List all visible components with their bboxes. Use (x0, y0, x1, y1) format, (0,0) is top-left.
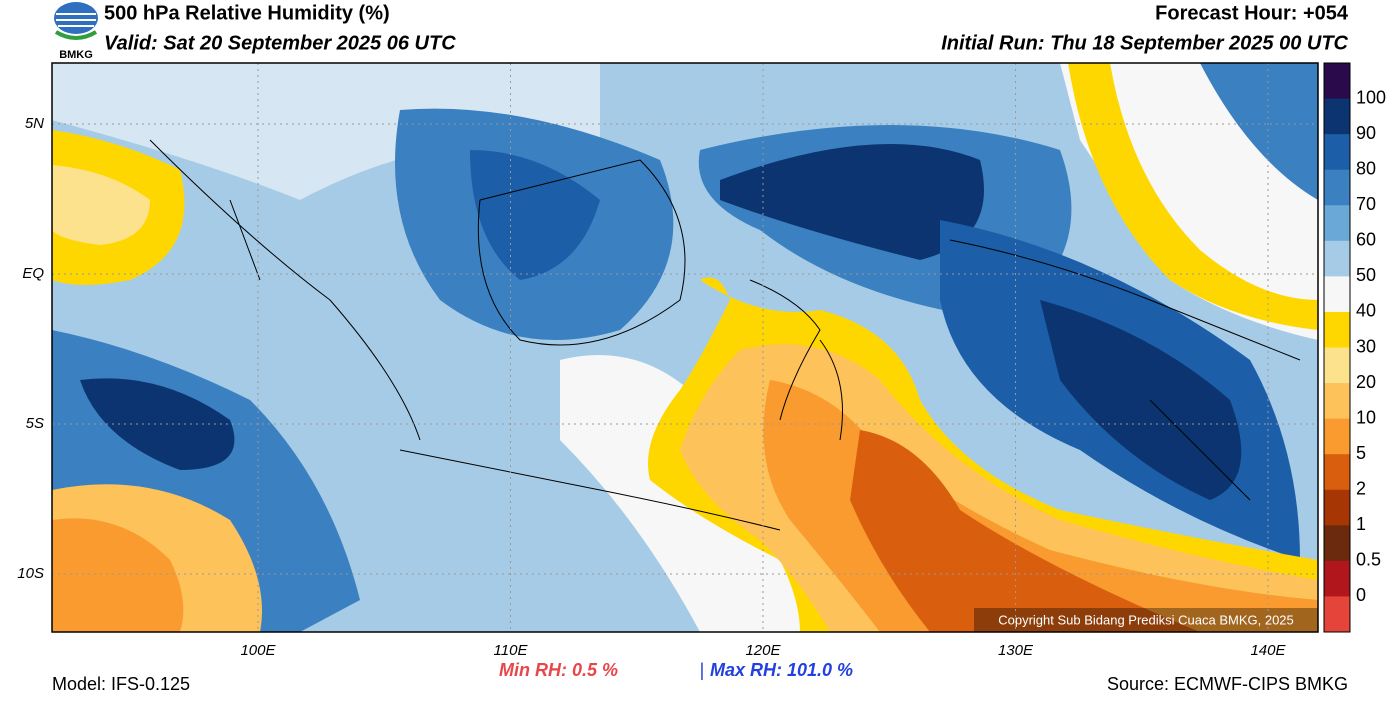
colorbar-swatch (1324, 134, 1350, 171)
colorbar-swatch (1324, 205, 1350, 242)
colorbar-swatch (1324, 98, 1350, 135)
colorbar-swatch (1324, 525, 1350, 562)
colorbar-swatch (1324, 454, 1350, 491)
lon-label: 140E (1250, 642, 1286, 659)
colorbar-label: 90 (1356, 123, 1376, 143)
copyright: Copyright Sub Bidang Prediksi Cuaca BMKG… (998, 612, 1294, 627)
colorbar-label: 5 (1356, 443, 1366, 463)
initial-run: Initial Run: Thu 18 September 2025 00 UT… (941, 32, 1348, 54)
map-frame (51, 62, 1319, 633)
colorbar-frame (1323, 62, 1351, 633)
forecast-hour: Forecast Hour: +054 (1155, 2, 1349, 24)
lat-label: EQ (22, 265, 44, 282)
colorbar-swatch (1324, 311, 1350, 348)
colorbar-label: 2 (1356, 479, 1366, 499)
lon-label: 100E (240, 642, 276, 659)
colorbar-label: 60 (1356, 230, 1376, 250)
graticule (52, 63, 1318, 632)
separator: | (700, 660, 705, 680)
valid-time: Valid: Sat 20 September 2025 06 UTC (104, 32, 456, 54)
model: Model: IFS-0.125 (52, 674, 190, 694)
colorbar-swatch (1324, 63, 1350, 100)
coastlines (149, 139, 1301, 531)
lat-label: 10S (17, 565, 44, 582)
colorbar-label: 50 (1356, 265, 1376, 285)
colorbar-swatch (1324, 596, 1350, 633)
colorbar-swatch (1324, 489, 1350, 526)
logo: BMKG (54, 2, 98, 61)
colorbar-label: 80 (1356, 158, 1376, 178)
colorbar-label: 20 (1356, 372, 1376, 392)
colorbar-swatch (1324, 418, 1350, 455)
colorbar: 100 90 80 70 60 50 40 30 20 10 5 2 1 0.5 0 (1323, 62, 1386, 633)
source: Source: ECMWF-CIPS BMKG (1107, 674, 1348, 694)
lon-label: 120E (745, 642, 781, 659)
colorbar-label: 10 (1356, 407, 1376, 427)
colorbar-label: 40 (1356, 301, 1376, 321)
lat-label: 5S (26, 415, 44, 432)
colorbar-swatch (1324, 276, 1350, 313)
title: 500 hPa Relative Humidity (%) (104, 2, 390, 24)
colorbar-label: 70 (1356, 194, 1376, 214)
colorbar-swatch (1324, 560, 1350, 597)
colorbar-swatch (1324, 347, 1350, 384)
lon-label: 130E (998, 642, 1034, 659)
max-rh: Max RH: 101.0 % (710, 660, 853, 680)
min-rh: Min RH: 0.5 % (499, 660, 618, 680)
humidity-field (52, 63, 1318, 632)
colorbar-label: 30 (1356, 336, 1376, 356)
colorbar-swatch (1324, 169, 1350, 206)
colorbar-label: 1 (1356, 514, 1366, 534)
logo-text: BMKG (59, 49, 93, 61)
lat-label: 5N (25, 115, 44, 132)
colorbar-label: 0 (1356, 585, 1366, 605)
colorbar-label: 0.5 (1356, 550, 1381, 570)
colorbar-swatch (1324, 240, 1350, 277)
colorbar-swatch (1324, 383, 1350, 420)
lon-label: 110E (494, 642, 529, 659)
colorbar-label: 100 (1356, 87, 1386, 107)
